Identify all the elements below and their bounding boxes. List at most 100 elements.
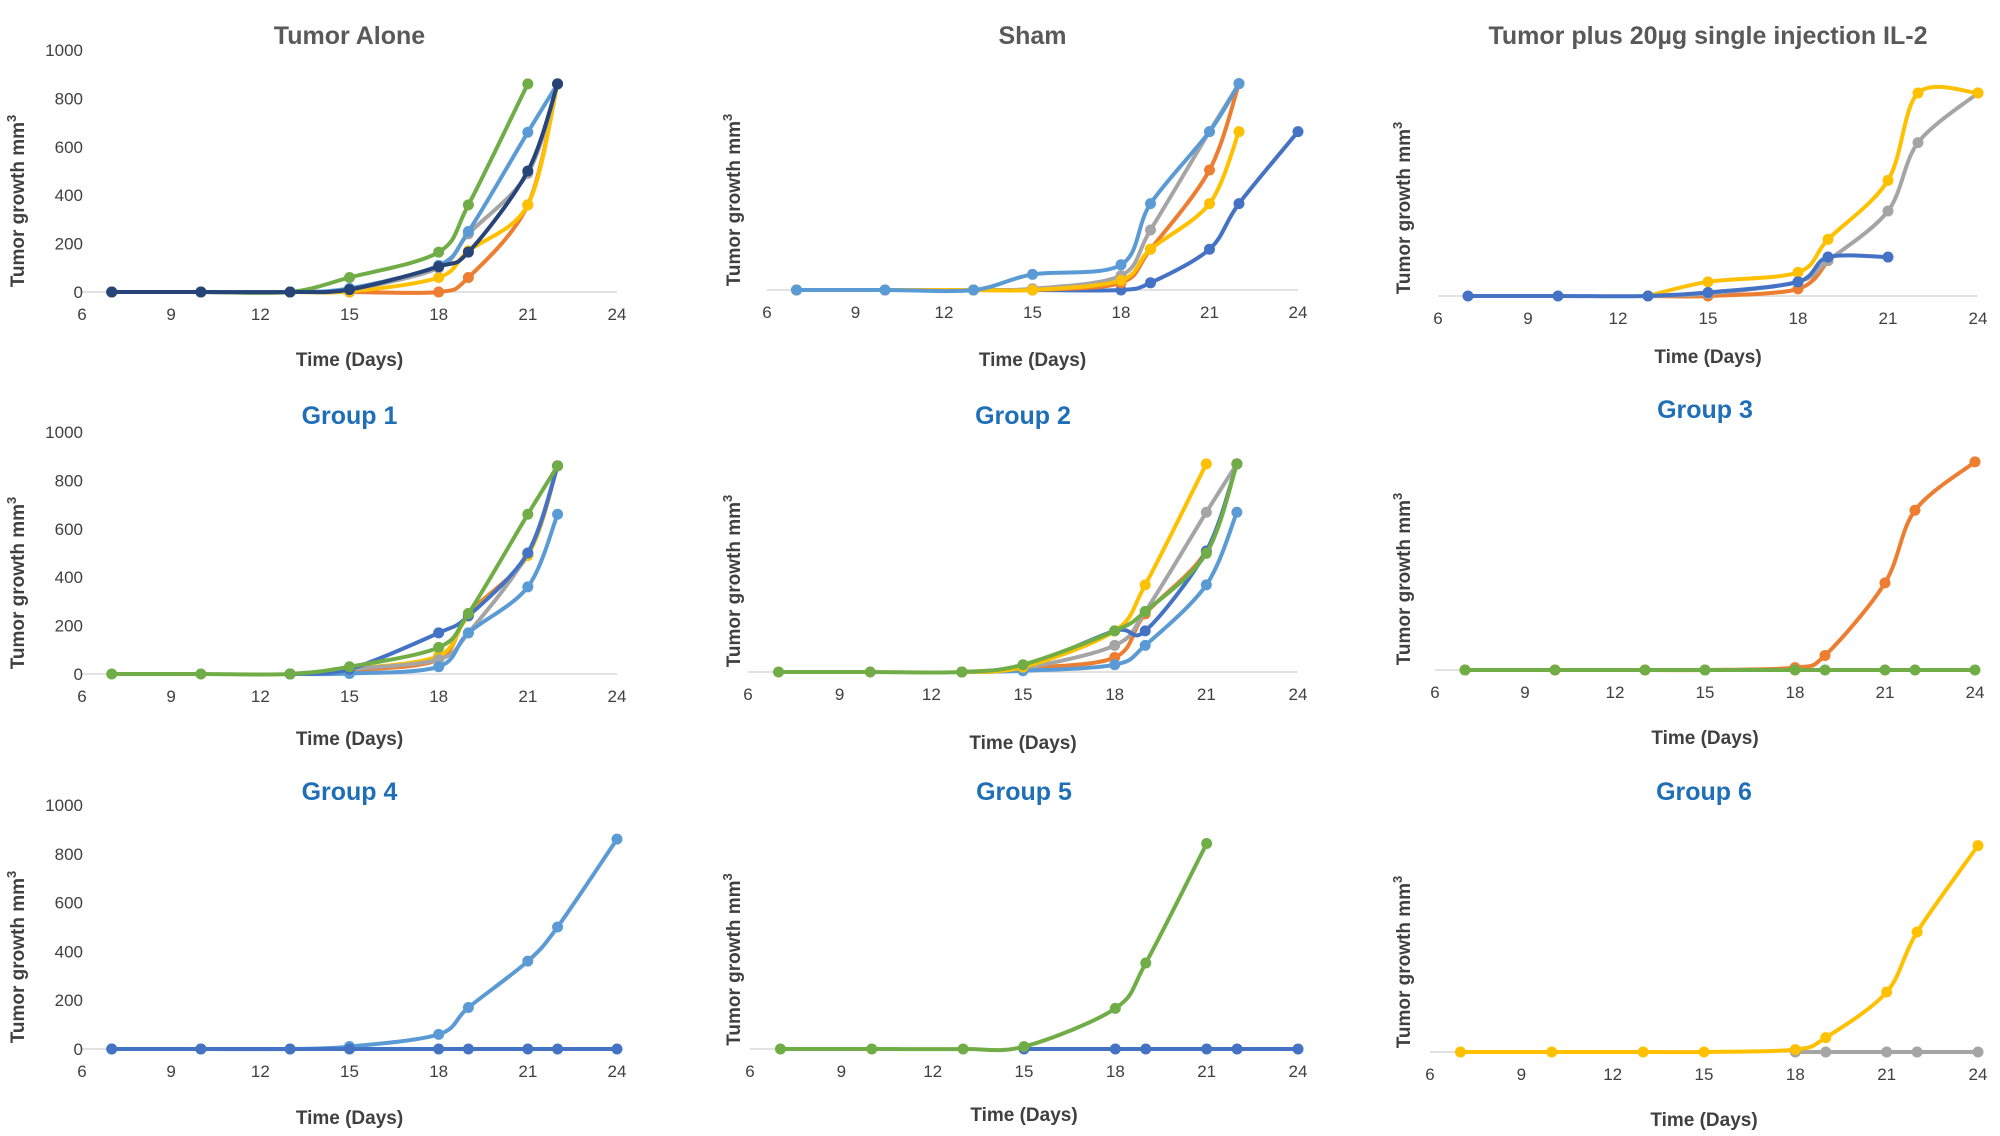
series-line	[109, 837, 619, 1052]
data-point	[106, 1043, 118, 1055]
x-tick-label: 12	[1606, 683, 1625, 702]
chart-title: Group 5	[976, 778, 1072, 806]
x-tick-label: 12	[251, 687, 270, 706]
x-tick-label: 9	[835, 685, 844, 704]
series-line	[288, 463, 560, 676]
series-2	[106, 1043, 623, 1055]
data-point	[1698, 1046, 1710, 1058]
data-point	[284, 1043, 296, 1055]
series-line	[794, 81, 1241, 293]
data-point	[1200, 547, 1212, 559]
y-axis-title-superscript: 3	[4, 497, 19, 504]
series-5	[791, 78, 1245, 296]
x-tick-label: 6	[1425, 1065, 1434, 1084]
data-point	[1233, 78, 1245, 90]
data-point	[433, 286, 445, 298]
series-1	[1789, 1046, 1984, 1058]
x-tick-label: 12	[1609, 309, 1628, 328]
data-point	[1972, 1046, 1984, 1058]
series-2	[774, 837, 1213, 1055]
y-axis-title-text: Tumor growth mm	[8, 504, 29, 669]
data-point	[1820, 1046, 1832, 1058]
x-tick-label: 24	[608, 1062, 627, 1081]
x-tick-label: 15	[340, 1062, 359, 1081]
x-axis-title: Time (Days)	[1654, 347, 1761, 368]
data-point	[1822, 233, 1834, 245]
data-point	[462, 608, 474, 619]
x-tick-label: 9	[1517, 1065, 1526, 1084]
data-point	[1292, 126, 1304, 138]
x-tick-label: 18	[429, 305, 448, 324]
data-point	[879, 284, 891, 296]
data-point	[1231, 458, 1243, 470]
data-point	[1881, 986, 1893, 998]
y-axis-title-text: Tumor growth mm	[724, 121, 745, 286]
y-tick-label: 600	[55, 138, 83, 157]
series-line	[778, 841, 1209, 1053]
chart-panel-5: Group 2 6 9 12 15 18 21 24 Time (Days) Tumor grow…	[720, 402, 1307, 754]
x-tick-label: 24	[1289, 1062, 1308, 1081]
x-tick-label: 18	[1786, 1065, 1805, 1084]
x-tick-label: 21	[518, 687, 537, 706]
data-point	[1139, 625, 1151, 637]
x-tick-label: 24	[1969, 309, 1988, 328]
series-6	[773, 458, 1243, 678]
data-point	[956, 666, 968, 678]
x-tick-label: 18	[1105, 685, 1124, 704]
x-tick-label: 15	[1023, 303, 1042, 322]
x-tick-label: 21	[1200, 303, 1219, 322]
data-point	[1204, 164, 1215, 176]
series-6	[106, 78, 564, 298]
x-tick-label: 24	[1289, 303, 1308, 322]
y-axis-title-superscript: 3	[4, 871, 19, 878]
x-tick-label: 9	[166, 1062, 175, 1081]
x-tick-label: 21	[1879, 309, 1898, 328]
data-point	[195, 668, 207, 680]
x-tick-label: 18	[1789, 309, 1808, 328]
x-tick-label: 21	[518, 305, 537, 324]
chart-panel-3: Tumor plus 20µg single injection IL-2 6 9 1…	[1390, 22, 1987, 368]
x-tick-label: 6	[77, 305, 86, 324]
data-point	[1109, 639, 1121, 651]
y-axis-title-text: Tumor growth mm	[1394, 500, 1415, 665]
y-tick-label: 0	[74, 283, 83, 302]
series-1	[106, 833, 623, 1055]
data-point	[195, 286, 207, 298]
x-tick-label: 21	[1876, 683, 1895, 702]
series-5	[106, 78, 534, 298]
data-point	[522, 547, 534, 559]
data-point	[1819, 664, 1831, 676]
series-3	[791, 78, 1245, 296]
data-point	[1462, 290, 1474, 302]
x-tick-label: 18	[429, 687, 448, 706]
x-tick-label: 21	[518, 1062, 537, 1081]
data-point	[106, 668, 118, 680]
chart-title: Group 2	[975, 402, 1071, 430]
series-3	[956, 458, 1243, 678]
data-point	[1909, 504, 1921, 516]
chart-panel-9: Group 6 6 9 12 15 18 21 24 Time (Days) Tumor grow…	[1390, 778, 1987, 1131]
data-point	[344, 1043, 355, 1055]
chart-panel-1: Tumor Alone 6 9 12 15 18 21 24 0 200 400 600 800 1000…	[4, 22, 626, 371]
y-axis-title: Tumor growth mm3	[1390, 493, 1415, 666]
chart-title: Tumor plus 20µg single injection IL-2	[1489, 22, 1928, 50]
data-point	[1201, 1043, 1213, 1055]
x-tick-label: 9	[1523, 309, 1532, 328]
y-tick-label: 800	[55, 845, 83, 864]
y-tick-label: 200	[55, 235, 83, 254]
data-point	[433, 641, 445, 653]
data-point	[1115, 274, 1127, 286]
data-point	[1909, 664, 1921, 676]
data-point	[522, 1043, 534, 1055]
data-point	[433, 271, 445, 283]
y-axis-title: Tumor growth mm3	[720, 114, 745, 287]
x-tick-label: 21	[1197, 1062, 1216, 1081]
data-point	[1912, 137, 1924, 149]
chart-title: Group 6	[1656, 778, 1752, 806]
data-point	[611, 1043, 623, 1055]
x-tick-label: 6	[1430, 683, 1439, 702]
data-point	[1233, 198, 1245, 210]
x-axis-title: Time (Days)	[296, 729, 403, 750]
data-point	[773, 666, 785, 678]
data-point	[284, 668, 296, 680]
